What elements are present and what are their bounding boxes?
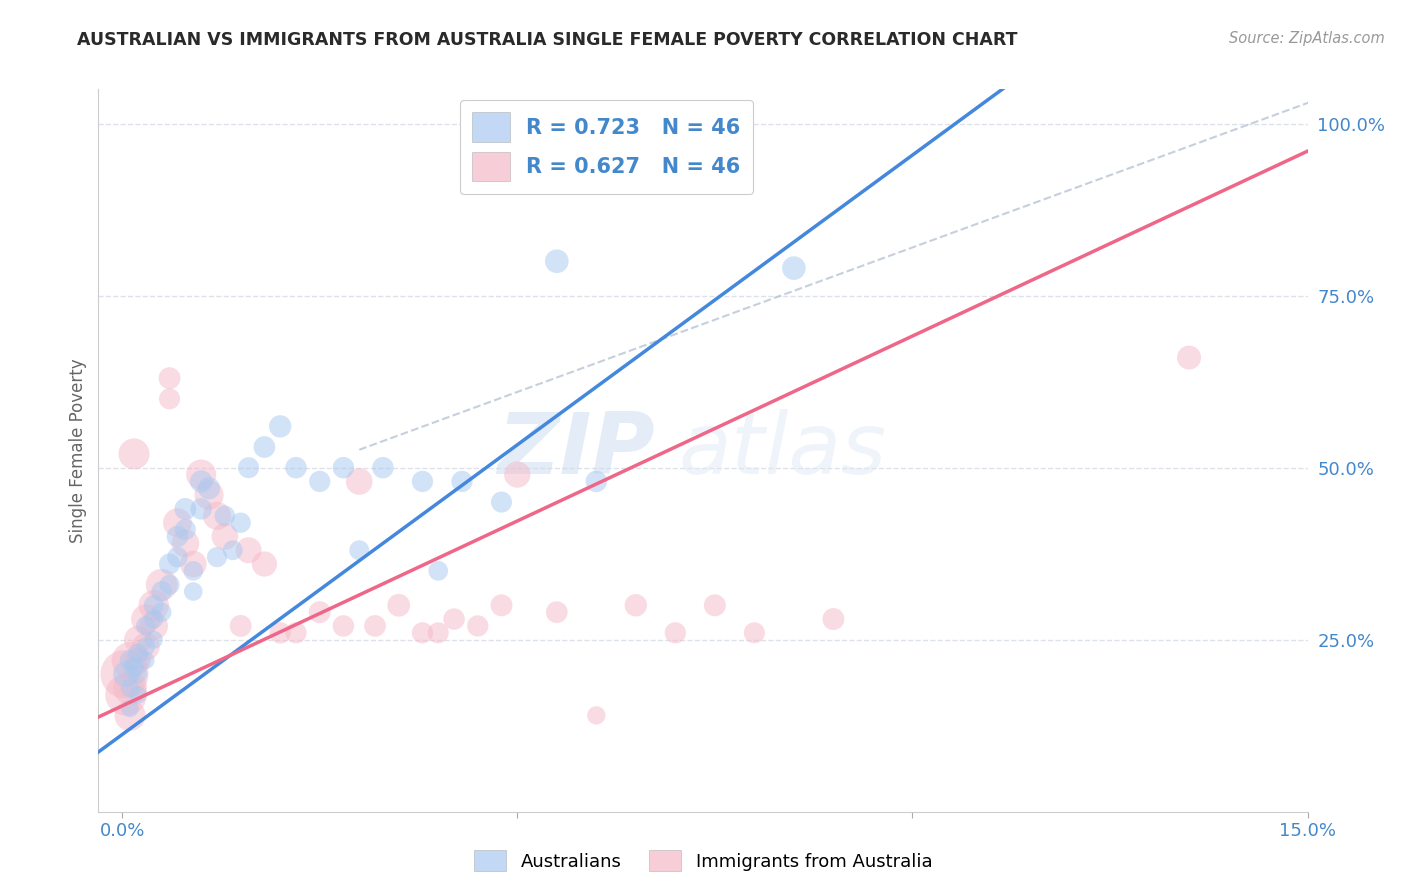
Point (135, 653, 157, 667)
Point (371, 460, 394, 475)
Point (142, 619, 165, 633)
Point (506, 467, 529, 482)
Point (127, 632, 149, 647)
Point (205, 550, 228, 565)
Point (127, 653, 149, 667)
Point (142, 612, 165, 626)
Point (238, 460, 260, 475)
Point (159, 577, 181, 591)
Point (823, 612, 845, 626)
Point (229, 619, 252, 633)
Legend: R = 0.723   N = 46, R = 0.627   N = 46: R = 0.723 N = 46, R = 0.627 N = 46 (460, 100, 754, 194)
Point (135, 612, 157, 626)
Point (142, 599, 165, 613)
Point (585, 708, 607, 723)
Point (166, 550, 188, 565)
Point (135, 640, 157, 654)
Point (127, 667, 149, 681)
Point (253, 557, 276, 571)
Point (332, 619, 354, 633)
Point (181, 564, 204, 578)
Point (159, 392, 181, 406)
Point (1178, 351, 1201, 365)
Point (285, 625, 308, 640)
Text: ZIP: ZIP (496, 409, 655, 492)
Point (347, 543, 370, 558)
Point (115, 688, 138, 702)
Point (411, 475, 433, 489)
Point (467, 619, 489, 633)
Point (269, 419, 291, 434)
Point (411, 625, 433, 640)
Point (142, 632, 165, 647)
Y-axis label: Single Female Poverty: Single Female Poverty (69, 359, 87, 542)
Point (159, 371, 181, 385)
Point (229, 516, 252, 530)
Point (190, 502, 212, 516)
Point (744, 625, 766, 640)
Point (118, 653, 141, 667)
Point (127, 688, 149, 702)
Point (443, 612, 465, 626)
Point (166, 529, 188, 543)
Point (118, 653, 141, 667)
Point (174, 502, 197, 516)
Point (253, 440, 276, 454)
Point (181, 584, 204, 599)
Point (118, 681, 141, 695)
Point (546, 605, 568, 619)
Point (427, 564, 450, 578)
Point (624, 599, 647, 613)
Point (190, 467, 212, 482)
Text: Source: ZipAtlas.com: Source: ZipAtlas.com (1229, 31, 1385, 46)
Point (118, 708, 141, 723)
Point (150, 584, 173, 599)
Point (269, 625, 291, 640)
Point (166, 516, 188, 530)
Point (115, 667, 138, 681)
Point (491, 495, 513, 509)
Point (190, 475, 212, 489)
Point (150, 577, 173, 591)
Point (664, 625, 686, 640)
Point (388, 599, 411, 613)
Point (238, 543, 260, 558)
Point (198, 488, 221, 502)
Point (285, 460, 308, 475)
Point (114, 667, 136, 681)
Point (135, 640, 157, 654)
Point (181, 557, 204, 571)
Point (427, 625, 450, 640)
Point (703, 599, 725, 613)
Point (332, 460, 354, 475)
Point (198, 481, 221, 495)
Point (174, 523, 197, 537)
Point (150, 605, 173, 619)
Point (451, 475, 474, 489)
Point (135, 619, 157, 633)
Point (491, 599, 513, 613)
Text: atlas: atlas (679, 409, 887, 492)
Point (783, 261, 806, 276)
Point (122, 447, 145, 461)
Point (585, 475, 607, 489)
Text: AUSTRALIAN VS IMMIGRANTS FROM AUSTRALIA SINGLE FEMALE POVERTY CORRELATION CHART: AUSTRALIAN VS IMMIGRANTS FROM AUSTRALIA … (77, 31, 1018, 49)
Point (122, 660, 145, 674)
Point (308, 475, 330, 489)
Point (214, 508, 236, 523)
Point (222, 543, 245, 558)
Point (214, 529, 236, 543)
Point (118, 681, 141, 695)
Point (364, 619, 387, 633)
Point (308, 605, 330, 619)
Point (118, 701, 141, 715)
Point (174, 536, 197, 550)
Point (546, 254, 568, 268)
Point (205, 508, 228, 523)
Point (127, 647, 149, 661)
Point (142, 599, 165, 613)
Point (159, 557, 181, 571)
Legend: Australians, Immigrants from Australia: Australians, Immigrants from Australia (467, 843, 939, 879)
Point (347, 475, 370, 489)
